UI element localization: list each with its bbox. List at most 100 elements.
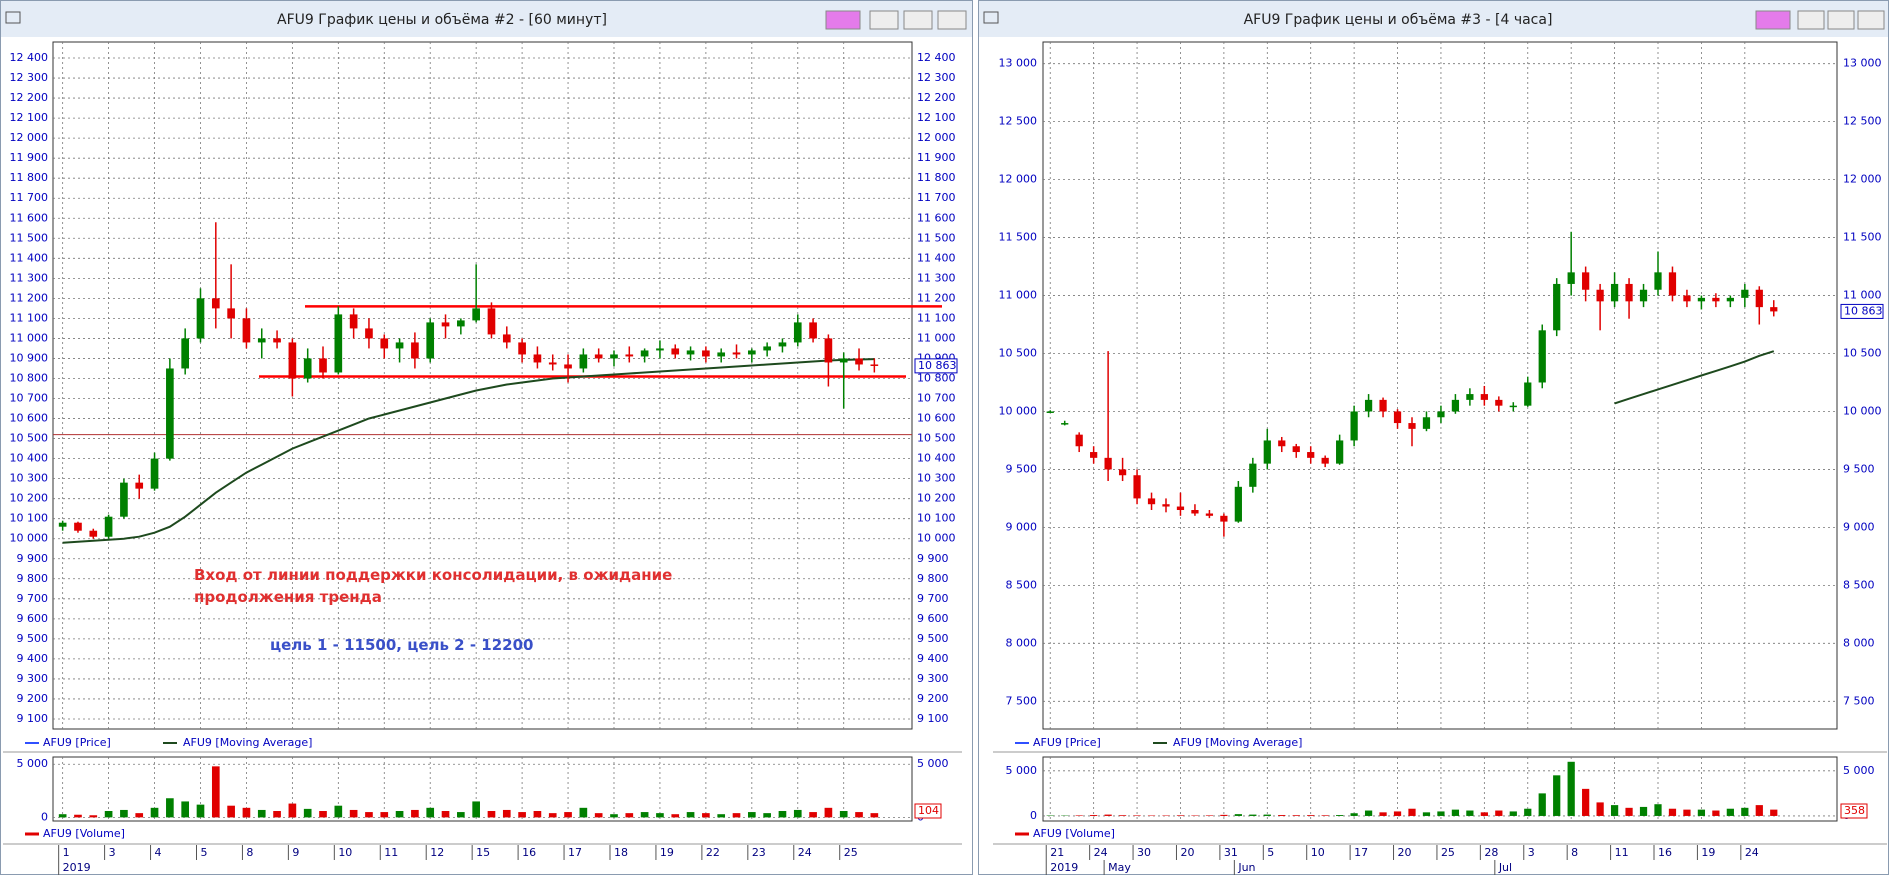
y-tick-label: 10 600 <box>10 412 49 425</box>
volume-bar <box>610 814 618 818</box>
candle-body <box>166 368 174 459</box>
candle-body <box>1538 330 1546 383</box>
maximize-button[interactable] <box>1827 10 1855 30</box>
candle-body <box>1509 405 1517 408</box>
x-tick-label: 25 <box>844 846 858 859</box>
volume-bar <box>74 814 82 818</box>
candle-body <box>1336 440 1344 464</box>
close-button[interactable] <box>1857 10 1885 30</box>
y-tick-label: 10 700 <box>917 392 956 405</box>
minimize-button[interactable] <box>869 10 899 30</box>
y-tick-label: 9 300 <box>17 672 49 685</box>
volume-bar <box>1263 814 1271 816</box>
candle-body <box>135 482 144 489</box>
candle-body <box>74 522 82 531</box>
minimize-button[interactable] <box>1797 10 1825 30</box>
candle-body <box>1451 399 1460 412</box>
volume-bar <box>1654 804 1662 816</box>
candle-body <box>1118 469 1127 476</box>
x-tick-label: 11 <box>1615 846 1629 859</box>
candle-body <box>1104 457 1112 470</box>
link-button[interactable] <box>1755 10 1791 30</box>
x-tick-label: 19 <box>1701 846 1715 859</box>
link-button[interactable] <box>825 10 861 30</box>
y-tick-label: 11 500 <box>10 231 49 244</box>
y-tick-label: 10 500 <box>917 432 956 445</box>
y-tick-label: 10 500 <box>1843 347 1882 360</box>
window-icon <box>5 11 21 24</box>
last-volume-label: 358 <box>1844 804 1865 817</box>
candle-body <box>594 354 603 359</box>
candle-body <box>150 458 159 489</box>
candle-body <box>1654 272 1662 290</box>
y-tick-label: 11 000 <box>999 289 1038 302</box>
volume-bar <box>1741 807 1749 816</box>
candle-body <box>1379 399 1387 412</box>
x-tick-label: 20 <box>1180 846 1194 859</box>
period-label: 2019 <box>1050 861 1078 874</box>
y-tick-label: 11 400 <box>10 251 49 264</box>
window-frame <box>978 0 1889 875</box>
y-tick-label: 10 200 <box>10 492 49 505</box>
y-tick-label: 9 400 <box>917 652 949 665</box>
y-tick-label: 10 300 <box>10 472 49 485</box>
y-tick-label: 11 000 <box>917 331 956 344</box>
x-tick-label: 21 <box>1050 846 1064 859</box>
annotation: Вход от линии поддержки консолидации, в … <box>194 566 672 584</box>
volume-bar <box>242 807 251 818</box>
volume-bar <box>1075 815 1083 816</box>
volume-bar <box>257 809 266 818</box>
candle-body <box>441 322 450 327</box>
y-tick-label: 9 800 <box>917 572 949 585</box>
window-left: AFU9 График цены и объёма #2 - [60 минут… <box>0 0 973 875</box>
candle-body <box>747 350 756 355</box>
volume-bar <box>196 804 205 818</box>
volume-bar <box>1278 815 1286 816</box>
plot-frame <box>1042 41 1838 730</box>
last-price-label: 10 863 <box>918 359 957 372</box>
y-tick-label: 9 500 <box>1006 462 1038 475</box>
x-tick-label: 24 <box>798 846 812 859</box>
volume-bar <box>273 811 281 818</box>
y-tick-label: 11 500 <box>1843 231 1882 244</box>
last-volume-box <box>1840 803 1868 819</box>
candle-body <box>1466 394 1474 400</box>
legend-label: AFU9 [Moving Average] <box>1173 736 1302 749</box>
close-button[interactable] <box>937 10 967 30</box>
volume-bar <box>1567 761 1575 816</box>
x-tick-label: 25 <box>1441 846 1455 859</box>
volume-bar <box>181 801 190 818</box>
volume-bar <box>717 814 726 818</box>
window-icon <box>983 11 999 24</box>
candle-body <box>778 342 787 347</box>
candle-body <box>1220 515 1228 522</box>
y-tick-label: 8 500 <box>1843 578 1875 591</box>
y-tick-label: 10 000 <box>1843 404 1882 417</box>
candle-body <box>625 354 634 357</box>
candle-body <box>824 338 833 363</box>
volume-frame <box>52 756 913 822</box>
y-tick-label: 12 400 <box>10 51 49 64</box>
candle-body <box>457 320 465 327</box>
candle-body <box>502 334 511 343</box>
volume-bar <box>809 812 817 818</box>
y-tick-label: 12 200 <box>917 91 956 104</box>
volume-bar <box>747 812 756 818</box>
y-tick-label: 11 800 <box>10 171 49 184</box>
y-tick-label: 11 700 <box>917 191 956 204</box>
volume-bar <box>594 813 603 818</box>
volume-bar <box>135 813 144 818</box>
volume-bar <box>58 814 67 818</box>
volume-bar <box>1770 809 1778 816</box>
candle-body <box>1553 283 1561 331</box>
volume-bar <box>1336 815 1344 816</box>
x-tick-label: 28 <box>1484 846 1498 859</box>
maximize-button[interactable] <box>903 10 933 30</box>
volume-bar <box>870 813 879 818</box>
candle-body <box>1133 475 1141 499</box>
volume-bar <box>1104 814 1112 816</box>
window-title: AFU9 График цены и объёма #3 - [4 часа] <box>1244 12 1553 28</box>
y-tick-label: 12 300 <box>10 71 49 84</box>
y-tick-label: 10 000 <box>917 532 956 545</box>
